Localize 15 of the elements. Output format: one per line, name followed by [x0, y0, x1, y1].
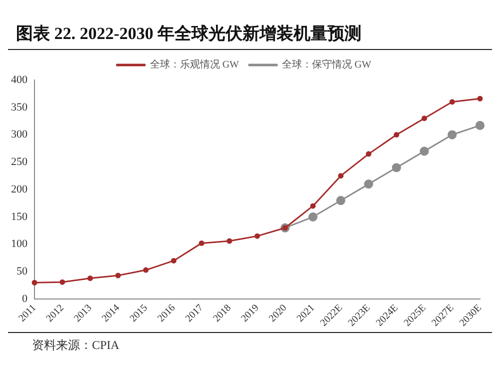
legend-label: 全球：乐观情况 GW	[150, 58, 240, 71]
y-tick-label: 400	[11, 74, 28, 86]
y-tick-label: 100	[11, 238, 28, 250]
x-tick-label: 2021	[294, 302, 317, 324]
y-tick-label: 50	[16, 266, 28, 278]
y-tick-label: 150	[11, 210, 28, 223]
y-tick-label: 0	[22, 292, 28, 305]
y-tick-label: 200	[11, 183, 28, 196]
y-tick-label: 250	[11, 156, 28, 168]
y-tick-label: 300	[11, 128, 28, 141]
legend-label: 全球：保守情况 GW	[282, 58, 372, 71]
x-tick-label: 2011	[16, 302, 38, 324]
y-tick-label: 350	[11, 101, 28, 114]
chart-title: 图表 22. 2022-2030 年全球光伏新增装机量预测	[8, 8, 492, 50]
text: 资料来源：CPIA	[32, 338, 120, 352]
